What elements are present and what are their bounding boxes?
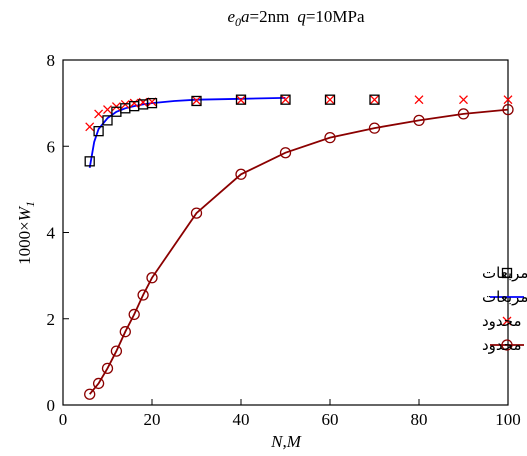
data-point-kirchhoff_fd — [503, 95, 513, 105]
data-point-kirchhoff_dq — [235, 94, 247, 105]
title-q-value: =10MPa — [306, 7, 365, 26]
y-axis-label: 1000×W1 — [15, 201, 37, 265]
data-point-kirchhoff_dq — [146, 97, 158, 109]
data-point-kirchhoff_fd — [103, 105, 112, 115]
data-point-mindlin_fd — [84, 388, 96, 400]
y-axis-label-prefix: 1000× — [15, 221, 34, 265]
data-point-mindlin_fd — [413, 114, 425, 127]
y-axis-label-sub: 1 — [23, 201, 37, 207]
axis-ticks: 0 20 40 60 80 100 0 2 4 6 8 — [47, 51, 521, 429]
chart-title: e0a=2nm q=10MPa — [227, 7, 365, 29]
y-axis-label-var: W — [15, 205, 34, 221]
legend-label-mindlin_dq: مدل میندلین با روش دیفرانسیل مربعات — [482, 288, 527, 306]
data-point-kirchhoff_dq — [280, 94, 291, 105]
data-point-kirchhoff_fd — [111, 102, 121, 112]
data-point-kirchhoff_dq — [191, 95, 202, 107]
legend: مدل کیرشهف با روش دیفرانسیل مربعات مدل می… — [482, 264, 527, 354]
data-point-mindlin_fd — [279, 147, 292, 159]
y-tick-label: 0 — [47, 396, 56, 415]
data-point-kirchhoff_fd — [192, 96, 201, 105]
x-tick-label: 60 — [322, 410, 339, 429]
data-point-kirchhoff_fd — [94, 109, 104, 119]
data-point-mindlin_fd — [324, 131, 336, 144]
data-point-mindlin_fd — [368, 122, 381, 134]
data-point-kirchhoff_fd — [325, 95, 335, 105]
y-tick-label: 2 — [47, 310, 56, 329]
data-point-kirchhoff_dq — [93, 126, 104, 137]
legend-entry-kirchhoff_dq: مدل کیرشهف با روش دیفرانسیل مربعات — [482, 264, 527, 282]
series-kirchhoff_fd — [85, 95, 513, 132]
data-point-kirchhoff_fd — [414, 95, 424, 105]
data-point-kirchhoff_dq — [102, 115, 113, 126]
legend-entry-kirchhoff_fd: مدل کیرشهف با روش تفاضلات محدود — [482, 312, 527, 330]
data-point-mindlin_fd — [101, 362, 114, 374]
data-point-kirchhoff_fd — [281, 95, 290, 105]
y-tick-label: 4 — [47, 224, 56, 243]
data-point-kirchhoff_fd — [459, 95, 468, 105]
data-point-mindlin_fd — [235, 168, 247, 180]
data-point-kirchhoff_dq — [84, 156, 95, 167]
x-tick-label: 100 — [495, 410, 521, 429]
data-point-kirchhoff_fd — [129, 98, 139, 108]
y-tick-label: 8 — [47, 51, 56, 70]
legend-label-kirchhoff_dq: مدل کیرشهف با روش دیفرانسیل مربعات — [482, 264, 527, 282]
series-mindlin_fd — [84, 103, 514, 400]
data-point-kirchhoff_fd — [85, 122, 95, 132]
title-e-subscript: 0 — [235, 15, 241, 29]
data-point-mindlin_fd — [128, 308, 140, 321]
title-q: q — [297, 7, 306, 26]
x-tick-label: 80 — [411, 410, 428, 429]
series-layer — [84, 94, 514, 400]
series-line-mindlin_fd — [89, 108, 509, 395]
legend-label-mindlin_fd: مدل میندلین با روش تفاضلات محدود — [482, 336, 527, 354]
title-e: e — [227, 7, 235, 26]
data-point-mindlin_fd — [190, 207, 203, 219]
data-point-mindlin_fd — [457, 108, 470, 120]
data-point-mindlin_fd — [110, 345, 123, 357]
title-a-value: =2nm — [250, 7, 290, 26]
title-a: a — [241, 7, 250, 26]
legend-marker-kirchhoff_fd — [502, 316, 512, 326]
legend-entry-mindlin_dq: مدل میندلین با روش دیفرانسیل مربعات — [482, 288, 527, 306]
x-axis-label: N,M — [270, 432, 302, 451]
series-kirchhoff_dq — [84, 94, 380, 167]
legend-entry-mindlin_fd: مدل میندلین با روش تفاضلات محدود — [482, 336, 527, 354]
legend-label-kirchhoff_fd: مدل کیرشهف با روش تفاضلات محدود — [482, 312, 527, 330]
x-tick-label: 20 — [144, 410, 161, 429]
data-point-mindlin_fd — [137, 289, 149, 301]
data-point-kirchhoff_fd — [236, 95, 246, 105]
data-point-kirchhoff_dq — [324, 94, 336, 105]
data-point-mindlin_fd — [502, 103, 514, 116]
x-tick-label: 0 — [59, 410, 68, 429]
data-point-mindlin_fd — [146, 272, 158, 284]
data-point-mindlin_fd — [92, 377, 105, 390]
legend-marker-mindlin_fd — [501, 339, 513, 351]
x-tick-label: 40 — [233, 410, 250, 429]
y-tick-label: 6 — [47, 137, 56, 156]
data-point-mindlin_fd — [119, 326, 131, 338]
data-point-kirchhoff_fd — [370, 95, 379, 105]
legend-marker-kirchhoff_dq — [501, 267, 513, 279]
data-point-kirchhoff_dq — [369, 94, 380, 105]
